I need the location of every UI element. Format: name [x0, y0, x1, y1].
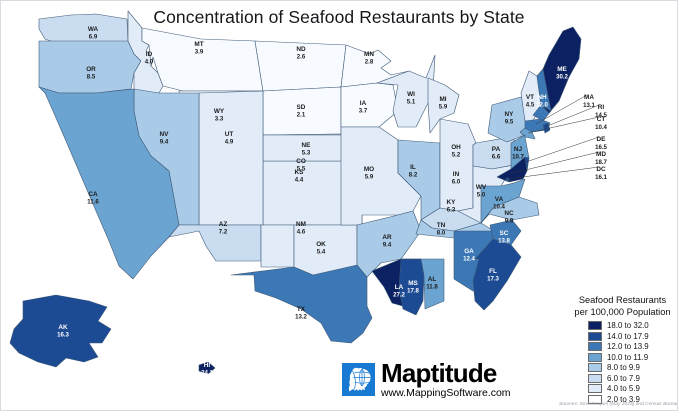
svg-text:13.2: 13.2: [295, 314, 307, 321]
svg-text:16.5: 16.5: [595, 144, 607, 151]
svg-text:16.1: 16.1: [595, 174, 607, 181]
svg-text:10.4: 10.4: [595, 124, 607, 131]
svg-text:18.7: 18.7: [595, 159, 607, 166]
svg-text:MD: MD: [596, 151, 606, 158]
svg-text:14.5: 14.5: [595, 112, 607, 119]
svg-text:DE: DE: [597, 136, 607, 143]
svg-text:MA: MA: [584, 94, 594, 101]
svg-text:13.1: 13.1: [583, 102, 595, 109]
